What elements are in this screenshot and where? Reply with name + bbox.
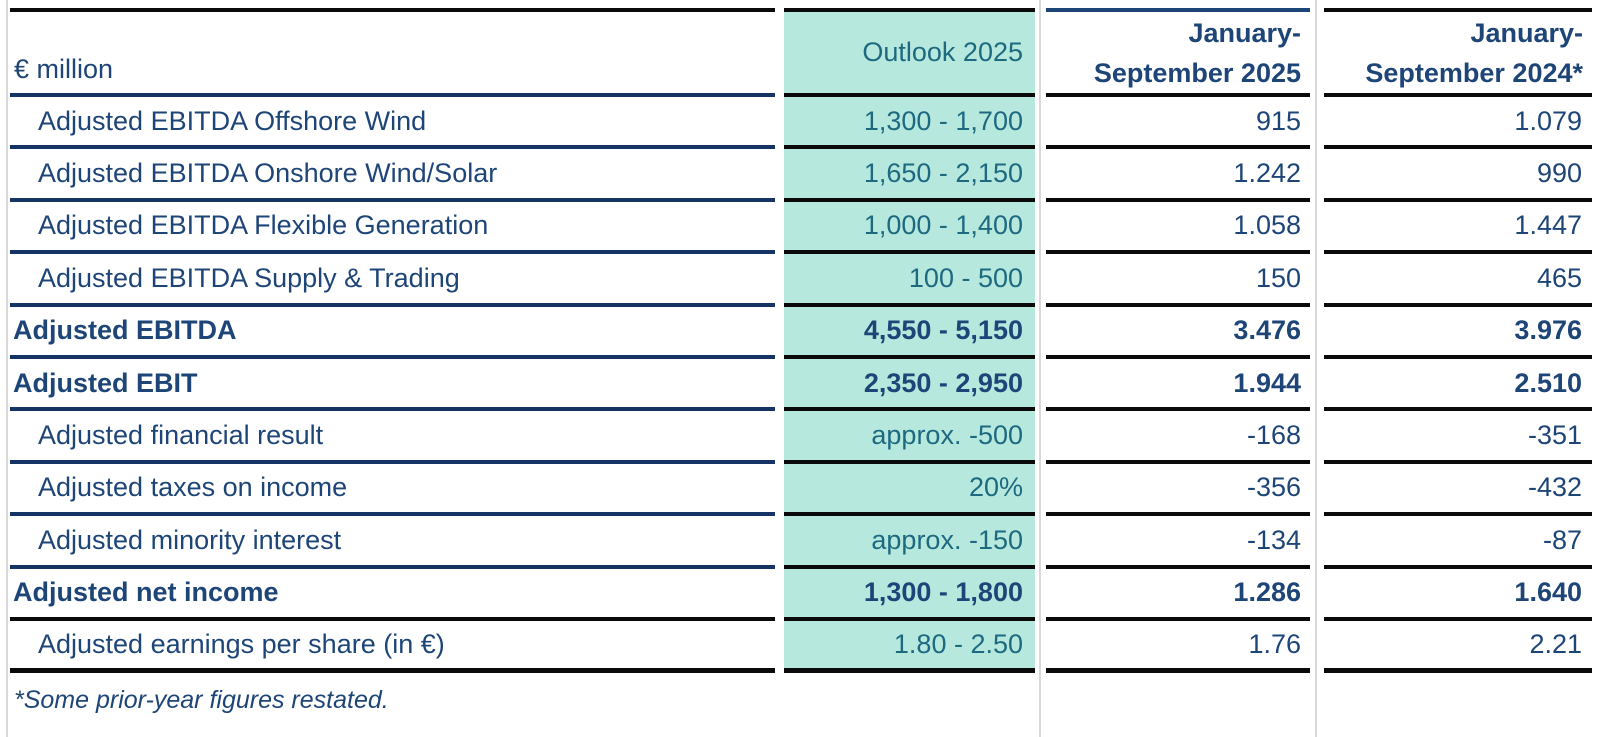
outlook-value-cell: 2,350 - 2,950: [784, 359, 1035, 412]
period-2024-value-cell: -432: [1324, 464, 1592, 517]
outlook-header-label: Outlook 2025: [862, 37, 1023, 67]
period-2025-value-cell: 1.286: [1046, 569, 1310, 621]
period-2025-header-cell: January- September 2025: [1046, 8, 1310, 97]
outlook-value-cell: 1,650 - 2,150: [784, 149, 1035, 202]
period-2024-value-cell: 1.640: [1324, 569, 1592, 621]
period-2024-header-line1: January-: [1470, 17, 1583, 48]
outlook-value-cell: 4,550 - 5,150: [784, 307, 1035, 359]
outlook-value-cell: 1,000 - 1,400: [784, 202, 1035, 255]
period-2025-values: 915 1.242 1.058 150 3.476 1.944 -168 -356 -134 1.…: [1046, 97, 1310, 674]
outlook-value-cell: 20%: [784, 464, 1035, 517]
row-label-cell: Adjusted taxes on income: [10, 464, 775, 517]
column-outlook-2025: Outlook 2025 1,300 - 1,700 1,650 - 2,150 1…: [784, 8, 1035, 674]
period-2025-value-cell: 150: [1046, 254, 1310, 307]
period-2025-value-cell: -356: [1046, 464, 1310, 517]
period-2024-header-cell: January- September 2024*: [1324, 8, 1592, 97]
period-2025-value-cell: 1.058: [1046, 202, 1310, 255]
column-january-september-2025: January- September 2025 915 1.242 1.058 150…: [1046, 8, 1310, 674]
period-2025-header-line2: September 2025: [1093, 57, 1301, 88]
footnote: *Some prior-year figures restated.: [14, 686, 389, 714]
column-row-labels: € million Adjusted EBITDA Offshore Wind A…: [10, 8, 775, 674]
period-2024-value-cell: 3.976: [1324, 307, 1592, 359]
period-2024-value-cell: 1.079: [1324, 97, 1592, 150]
row-labels: Adjusted EBITDA Offshore Wind Adjusted EB…: [10, 97, 775, 674]
column-january-september-2024: January- September 2024* 1.079 990 1.447 46…: [1324, 8, 1592, 674]
outlook-header-cell: Outlook 2025: [784, 8, 1035, 97]
row-label-cell: Adjusted EBITDA Flexible Generation: [10, 202, 775, 255]
period-2024-value-cell: 465: [1324, 254, 1592, 307]
outlook-value-cell: approx. -500: [784, 411, 1035, 464]
outlook-value-cell: 1,300 - 1,800: [784, 569, 1035, 621]
row-label-cell: Adjusted earnings per share (in €): [10, 621, 775, 674]
period-2025-value-cell: 1.242: [1046, 149, 1310, 202]
period-2024-value-cell: 2.510: [1324, 359, 1592, 412]
period-2025-value-cell: 3.476: [1046, 307, 1310, 359]
period-2025-value-cell: 915: [1046, 97, 1310, 150]
outlook-value-cell: 1,300 - 1,700: [784, 97, 1035, 150]
period-2025-value-cell: -134: [1046, 516, 1310, 569]
row-label-cell: Adjusted net income: [10, 569, 775, 621]
left-edge-guide-line: [6, 0, 8, 737]
row-label-cell: Adjusted financial result: [10, 411, 775, 464]
period-2025-value-cell: -168: [1046, 411, 1310, 464]
column-guide-line-2: [1315, 0, 1317, 737]
outlook-value-cell: approx. -150: [784, 516, 1035, 569]
row-label-cell: Adjusted EBITDA Offshore Wind: [10, 97, 775, 150]
row-label-cell: Adjusted EBITDA: [10, 307, 775, 359]
period-2025-value-cell: 1.944: [1046, 359, 1310, 412]
period-2024-header-line2: September 2024*: [1365, 57, 1583, 88]
row-label-cell: Adjusted minority interest: [10, 516, 775, 569]
period-2025-header-line1: January-: [1188, 17, 1301, 48]
period-2024-value-cell: -351: [1324, 411, 1592, 464]
row-label-cell: Adjusted EBITDA Supply & Trading: [10, 254, 775, 307]
outlook-value-cell: 100 - 500: [784, 254, 1035, 307]
period-2024-value-cell: 1.447: [1324, 202, 1592, 255]
outlook-value-cell: 1.80 - 2.50: [784, 621, 1035, 674]
column-guide-line-1: [1039, 0, 1041, 737]
period-2025-value-cell: 1.76: [1046, 621, 1310, 674]
period-2024-value-cell: 2.21: [1324, 621, 1592, 674]
period-2024-values: 1.079 990 1.447 465 3.976 2.510 -351 -432 -87 1.6…: [1324, 97, 1592, 674]
unit-header-cell: € million: [10, 8, 775, 97]
outlook-values: 1,300 - 1,700 1,650 - 2,150 1,000 - 1,400 1…: [784, 97, 1035, 674]
row-label-cell: Adjusted EBIT: [10, 359, 775, 412]
row-label-cell: Adjusted EBITDA Onshore Wind/Solar: [10, 149, 775, 202]
unit-label: € million: [14, 54, 114, 84]
period-2024-value-cell: 990: [1324, 149, 1592, 202]
period-2024-value-cell: -87: [1324, 516, 1592, 569]
